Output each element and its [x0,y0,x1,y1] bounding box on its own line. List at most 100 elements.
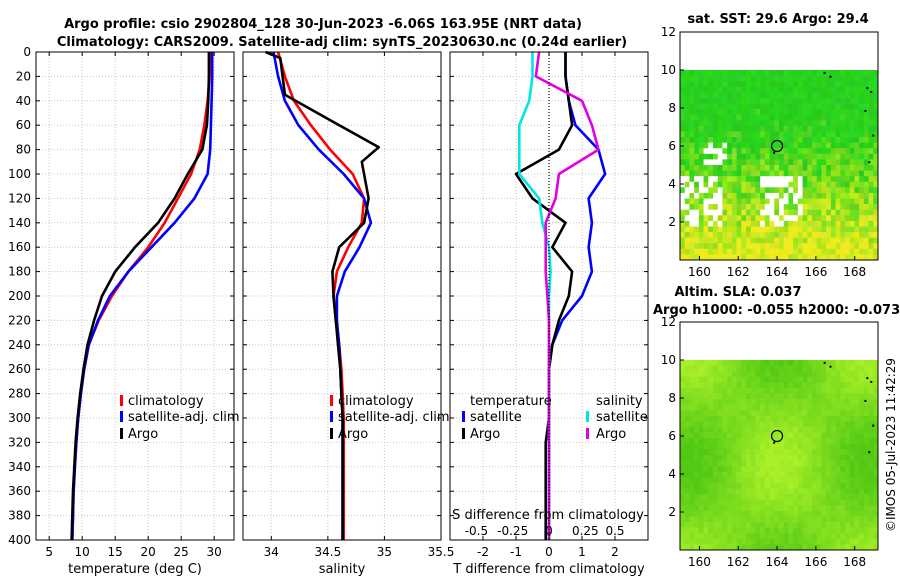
map-cell [859,92,865,99]
map-cell [859,254,865,261]
map-cell [849,421,855,428]
map-cell [779,499,785,506]
map-cell [863,248,869,255]
map-cell [750,399,756,406]
map-cell [750,120,756,127]
map-cell [713,471,719,478]
map-cell [788,137,794,143]
map-cell [736,544,742,551]
map-cell [703,432,709,439]
map-cell [694,131,700,138]
map-cell [741,471,747,478]
map-cell [717,215,723,222]
map-cell [698,254,704,261]
map-cell [774,187,780,194]
map-cell [684,477,690,484]
y-tick-label: 220 [8,313,31,327]
map-cell [713,86,719,93]
map-cell [722,438,728,445]
map-cell [845,181,851,188]
map-cell [779,176,785,183]
x-tick-label: 25 [174,545,189,559]
map-cell [755,522,761,528]
map-cell [802,410,808,417]
map-cell [779,516,785,523]
map-cell [783,522,789,528]
map-cell [689,131,695,138]
map-cell [797,103,803,110]
map-cell [835,142,841,149]
map-cell [854,505,860,512]
map-cell [807,427,813,433]
map-cell [769,510,775,517]
map-cell [845,103,851,110]
map-cell [863,482,869,489]
map-cell [703,477,709,484]
map-cell [722,449,728,456]
map-cell [764,482,770,489]
map-cell [826,432,832,439]
map-cell [717,404,723,411]
map-cell [859,181,865,188]
map-cell [840,120,846,127]
map-cell [764,215,770,222]
map-cell [854,86,860,93]
map-cell [684,114,690,121]
map-cell [680,382,686,389]
map-cell [722,499,728,506]
map-cell [764,142,770,149]
map-cell [684,209,690,216]
map-cell [769,499,775,506]
map-cell [793,159,799,166]
map-cell [774,97,780,104]
map-cell [840,371,846,378]
map-cell [755,226,761,233]
x-tick-label: 160 [688,555,711,569]
map-cell [802,220,808,227]
map-cell [750,226,756,233]
map-cell [764,204,770,211]
map-cell [694,125,700,132]
map-cell [684,204,690,211]
map-cell [807,204,813,211]
map-cell [802,131,808,138]
map-cell [736,86,742,93]
map-cell [868,181,874,188]
map-cell [788,176,794,183]
map-cell [873,125,879,132]
map-cell [826,393,832,400]
map-cell [698,533,704,540]
map-cell [680,499,686,506]
map-cell [812,103,818,110]
map-cell [854,393,860,400]
map-cell [816,376,822,383]
map-cell [783,109,789,116]
map-cell [854,449,860,456]
map-cell [797,449,803,456]
map-cell [812,522,818,528]
map-cell [774,415,780,422]
map-cell [741,399,747,406]
map-cell [727,131,733,138]
map-cell [807,482,813,489]
map-cell [680,387,686,394]
map-cell [826,438,832,445]
map-cell [788,471,794,478]
map-cell [750,75,756,82]
map-cell [873,421,879,428]
map-cell [680,538,686,545]
map-cell [830,371,836,378]
map-cell [835,109,841,116]
map-cell [698,365,704,372]
map-cell [694,421,700,428]
map-cell [816,538,822,545]
map-cell [741,533,747,540]
map-cell [797,86,803,93]
map-cell [826,120,832,127]
map-cell [755,198,761,205]
map-cell [708,148,714,155]
map-cell [849,505,855,512]
map-cell [698,438,704,445]
map-cell [816,494,822,501]
map-cell [703,198,709,205]
